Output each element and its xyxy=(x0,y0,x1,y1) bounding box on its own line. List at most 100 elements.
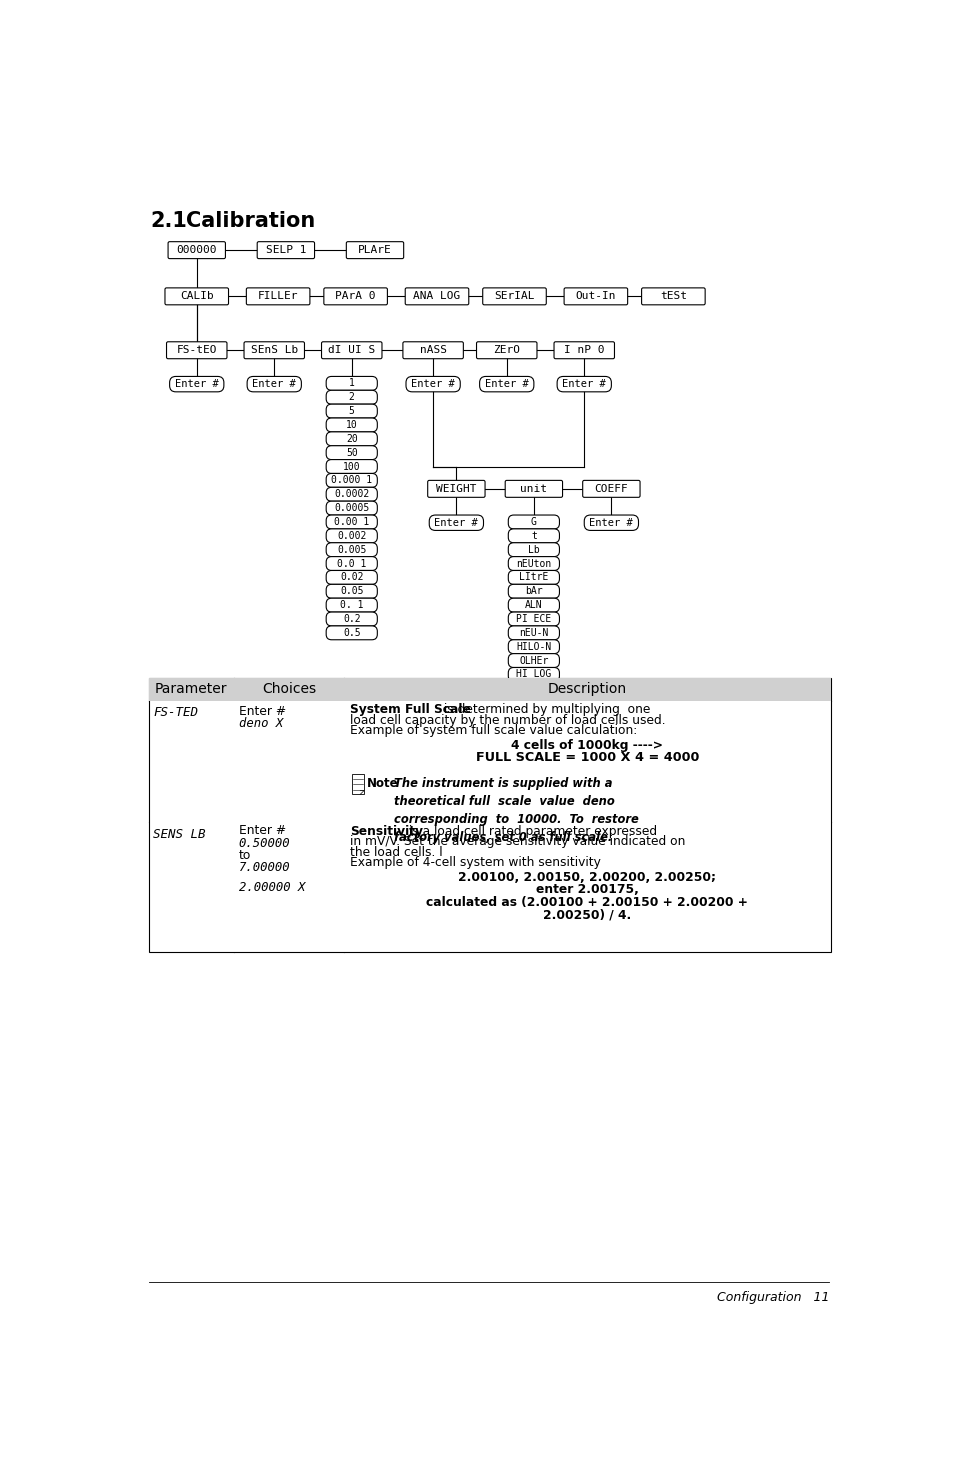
FancyBboxPatch shape xyxy=(244,342,304,358)
FancyBboxPatch shape xyxy=(554,342,614,358)
Text: Enter #: Enter # xyxy=(434,518,477,528)
FancyBboxPatch shape xyxy=(326,625,377,640)
Text: SEnS Lb: SEnS Lb xyxy=(251,345,297,355)
FancyBboxPatch shape xyxy=(508,515,558,530)
Text: 10: 10 xyxy=(346,420,357,429)
Text: Enter #: Enter # xyxy=(484,379,528,389)
Text: 0.0002: 0.0002 xyxy=(334,490,369,499)
Text: Enter #: Enter # xyxy=(561,379,605,389)
FancyBboxPatch shape xyxy=(326,391,377,404)
Text: the load cells. l: the load cells. l xyxy=(350,845,442,858)
Text: 2: 2 xyxy=(349,392,355,403)
Text: 1: 1 xyxy=(349,379,355,388)
Text: Configuration   11: Configuration 11 xyxy=(716,1291,828,1304)
FancyBboxPatch shape xyxy=(246,288,310,305)
FancyBboxPatch shape xyxy=(429,515,483,531)
Text: ZErO: ZErO xyxy=(493,345,519,355)
Text: SELP 1: SELP 1 xyxy=(265,245,306,255)
Text: PLArE: PLArE xyxy=(357,245,392,255)
Text: enter 2.00175,: enter 2.00175, xyxy=(536,884,639,897)
FancyBboxPatch shape xyxy=(326,432,377,445)
Text: 4 cells of 1000kg ---->: 4 cells of 1000kg ----> xyxy=(511,739,662,752)
Text: 2.00000 X: 2.00000 X xyxy=(238,881,305,894)
Text: ANA LOG: ANA LOG xyxy=(413,292,460,301)
Text: t: t xyxy=(531,531,537,541)
Text: SENS LB: SENS LB xyxy=(153,827,206,841)
Text: 0.0 1: 0.0 1 xyxy=(336,559,366,568)
FancyBboxPatch shape xyxy=(508,599,558,612)
FancyBboxPatch shape xyxy=(505,481,562,497)
Text: 0.000 1: 0.000 1 xyxy=(331,475,372,485)
Text: Enter #: Enter # xyxy=(589,518,633,528)
Text: 0.0005: 0.0005 xyxy=(334,503,369,513)
Text: to: to xyxy=(238,850,251,861)
FancyBboxPatch shape xyxy=(479,376,534,392)
Text: 0.02: 0.02 xyxy=(339,572,363,583)
FancyBboxPatch shape xyxy=(257,242,314,258)
FancyBboxPatch shape xyxy=(326,584,377,599)
Text: 100: 100 xyxy=(342,462,360,472)
Text: Description: Description xyxy=(547,681,626,696)
Text: 0.50000: 0.50000 xyxy=(238,836,290,850)
Text: Choices: Choices xyxy=(262,681,315,696)
Text: Enter #: Enter # xyxy=(253,379,295,389)
Text: Example of system full scale value calculation:: Example of system full scale value calcu… xyxy=(350,724,637,738)
FancyBboxPatch shape xyxy=(508,653,558,668)
Text: FS-tEO: FS-tEO xyxy=(176,345,216,355)
Text: PI ECE: PI ECE xyxy=(516,614,551,624)
FancyBboxPatch shape xyxy=(167,342,227,358)
Text: The instrument is supplied with a
theoretical full  scale  value  deno
correspon: The instrument is supplied with a theore… xyxy=(394,777,638,844)
FancyBboxPatch shape xyxy=(346,242,403,258)
Text: nEUton: nEUton xyxy=(516,559,551,568)
Text: deno X: deno X xyxy=(238,717,282,730)
Text: HILO-N: HILO-N xyxy=(516,642,551,652)
Text: 5: 5 xyxy=(349,406,355,416)
Text: in mV/V. Set the average sensitivity value indicated on: in mV/V. Set the average sensitivity val… xyxy=(350,835,685,848)
Text: Calibration: Calibration xyxy=(186,211,314,232)
FancyBboxPatch shape xyxy=(326,417,377,432)
Text: SErIAL: SErIAL xyxy=(494,292,535,301)
FancyBboxPatch shape xyxy=(326,473,377,487)
FancyBboxPatch shape xyxy=(326,376,377,391)
Text: Enter #: Enter # xyxy=(238,705,286,718)
Text: nEU-N: nEU-N xyxy=(518,628,548,637)
FancyBboxPatch shape xyxy=(427,481,484,497)
FancyBboxPatch shape xyxy=(326,571,377,584)
FancyBboxPatch shape xyxy=(326,530,377,543)
FancyBboxPatch shape xyxy=(641,288,704,305)
Text: HI LOG: HI LOG xyxy=(516,670,551,680)
FancyBboxPatch shape xyxy=(563,288,627,305)
FancyBboxPatch shape xyxy=(326,502,377,515)
Text: 000000: 000000 xyxy=(176,245,216,255)
FancyBboxPatch shape xyxy=(508,640,558,653)
Text: ALN: ALN xyxy=(524,600,542,611)
Text: FS-TED: FS-TED xyxy=(153,707,198,720)
FancyBboxPatch shape xyxy=(165,288,229,305)
FancyBboxPatch shape xyxy=(326,460,377,473)
Text: I nP 0: I nP 0 xyxy=(563,345,604,355)
FancyBboxPatch shape xyxy=(326,543,377,556)
Text: Parameter: Parameter xyxy=(155,681,228,696)
Text: Example of 4-cell system with sensitivity: Example of 4-cell system with sensitivit… xyxy=(350,855,600,869)
Text: is determined by multiplying  one: is determined by multiplying one xyxy=(439,704,650,717)
Text: 2.00100, 2.00150, 2.00200, 2.00250;: 2.00100, 2.00150, 2.00200, 2.00250; xyxy=(457,870,716,884)
Bar xyxy=(149,677,830,951)
FancyBboxPatch shape xyxy=(402,342,463,358)
Text: FILLEr: FILLEr xyxy=(257,292,298,301)
Text: G: G xyxy=(531,516,537,527)
FancyBboxPatch shape xyxy=(326,445,377,460)
Bar xyxy=(149,677,830,701)
FancyBboxPatch shape xyxy=(583,515,638,531)
FancyBboxPatch shape xyxy=(326,515,377,530)
FancyBboxPatch shape xyxy=(508,530,558,543)
Text: Note: Note xyxy=(366,777,397,789)
Text: Lb: Lb xyxy=(527,544,539,555)
Text: 0.2: 0.2 xyxy=(342,614,360,624)
FancyBboxPatch shape xyxy=(326,599,377,612)
Text: tESt: tESt xyxy=(659,292,686,301)
Text: 0.05: 0.05 xyxy=(339,586,363,596)
Text: FULL SCALE = 1000 X 4 = 4000: FULL SCALE = 1000 X 4 = 4000 xyxy=(476,751,699,764)
Text: nASS: nASS xyxy=(419,345,446,355)
FancyBboxPatch shape xyxy=(326,487,377,502)
Text: 0.5: 0.5 xyxy=(342,628,360,637)
